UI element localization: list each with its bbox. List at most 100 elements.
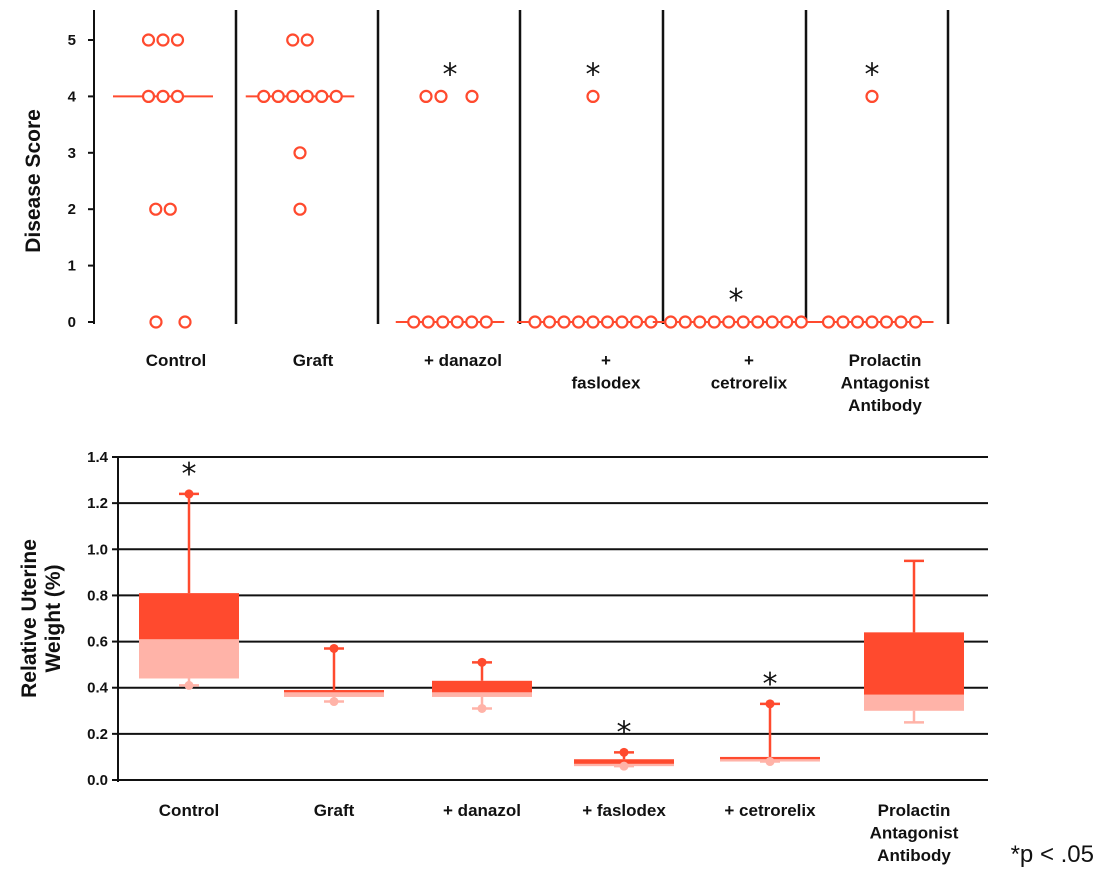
x-category-label: cetrorelix [711,374,788,393]
data-point [149,315,163,329]
box-lower-half [432,692,532,697]
x-category-label: + [744,351,754,370]
data-point [557,315,571,329]
data-point [257,89,271,104]
data-point [821,315,836,329]
data-point [908,315,923,329]
data-point [465,315,479,329]
y-tick-label: 0.0 [87,772,108,789]
data-point [678,315,692,329]
x-category-label: + [601,351,611,370]
data-point [780,315,794,329]
significance-marker: * [729,283,744,318]
data-point [271,89,285,104]
min-point [619,761,629,771]
box-lower-half [864,694,964,711]
x-category-label: Antagonist [870,824,959,843]
x-category-label: + cetrorelix [724,801,816,820]
min-point [329,697,339,707]
y-tick-label: 3 [68,145,76,162]
data-point [600,315,615,329]
data-point [586,315,600,329]
min-point [184,680,194,690]
data-point [542,315,557,329]
y-tick-label: 0 [68,314,76,331]
data-point [178,315,192,329]
box-upper-half [284,690,384,693]
data-point [765,315,779,329]
data-point [170,89,185,104]
data-point [629,315,644,329]
data-point [434,89,448,104]
data-point [286,89,300,104]
max-point [619,747,629,757]
data-point [479,315,493,329]
data-point [163,202,177,216]
data-point [722,315,736,329]
disease-score-chart: 0 1 2 3 4 5 Disease Score Control Graft * + danazo… [22,10,950,415]
y-axis-label: Weight (%) [42,564,65,672]
min-point [765,757,775,767]
data-point [293,202,307,216]
y-tick-label: 1 [68,258,76,275]
data-point [850,315,865,329]
y-tick-label: 4 [68,88,77,105]
box-upper-half [864,632,964,695]
y-axis-label: Disease Score [22,109,45,253]
y-tick-label: 0.6 [87,634,108,651]
data-point [751,315,765,329]
x-category-label: Antagonist [841,374,930,393]
data-point [421,315,435,329]
y-tick-label: 0.2 [87,726,108,743]
x-category-label: Control [159,801,219,820]
data-point [300,89,314,104]
data-point [571,315,586,329]
y-tick-label: 2 [68,201,76,218]
data-point [170,33,185,47]
x-category-label: + danazol [443,801,521,820]
y-tick-label: 0.4 [87,680,109,697]
significance-marker: * [763,667,778,702]
significance-marker: * [617,715,632,750]
x-category-label: Graft [314,801,355,820]
data-point [293,146,307,160]
significance-marker: * [586,57,601,92]
x-category-label: + faslodex [582,801,666,820]
max-point [477,657,487,667]
data-point [329,89,343,104]
data-point [586,89,600,104]
data-point [156,33,170,47]
data-point [149,202,163,216]
box-lower-half [284,692,384,697]
max-point [765,699,775,709]
x-category-label: Prolactin [849,351,922,370]
min-point [477,703,487,713]
x-category-label: Graft [293,351,334,370]
y-tick-label: 5 [68,32,76,49]
x-category-label: Control [146,351,206,370]
box-upper-half [139,593,239,640]
data-point [794,315,808,329]
data-point [407,315,421,329]
data-point [528,315,542,329]
data-point [879,315,894,329]
max-point [329,643,339,653]
max-point [184,489,194,499]
data-point [465,89,479,104]
x-category-label: faslodex [572,374,642,393]
data-point [693,315,707,329]
data-point [664,315,678,329]
x-category-label: Prolactin [878,801,951,820]
box-upper-half [432,680,532,693]
data-point [156,89,170,104]
y-axis-label: Relative Uterine [18,539,41,698]
data-point [315,89,329,104]
y-tick-label: 1.0 [87,541,108,558]
data-point [865,89,879,104]
significance-marker: * [443,57,458,92]
data-point [865,315,879,329]
data-point [615,315,629,329]
data-point [141,33,156,47]
data-point [836,315,850,329]
